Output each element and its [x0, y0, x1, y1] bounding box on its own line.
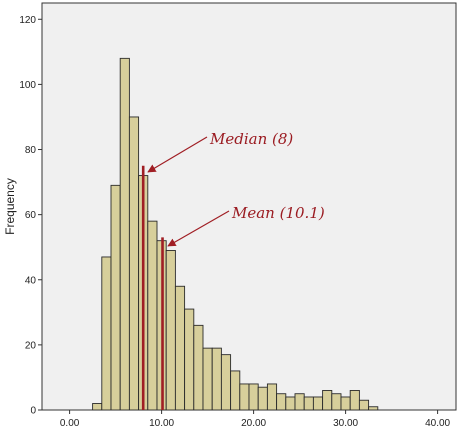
histogram-bar: [202, 347, 213, 411]
y-axis-label: Frequency: [3, 178, 17, 235]
y-tick-label: 60: [25, 210, 37, 221]
histogram-bar: [257, 386, 268, 411]
histogram-bar: [230, 370, 241, 411]
y-tick-label: 120: [19, 15, 36, 26]
histogram-bar: [331, 393, 342, 411]
histogram-bar: [101, 256, 112, 411]
histogram-bar: [248, 383, 259, 411]
y-tick-label: 40: [25, 275, 37, 286]
y-tick-label: 0: [30, 406, 36, 417]
x-tick-label: 20.00: [241, 418, 266, 429]
annotation-label: Median (8): [209, 130, 293, 148]
markers-group: Median (8) Mean (10.1): [141, 130, 325, 410]
histogram-bar: [322, 390, 333, 411]
x-tick-label: 10.00: [149, 418, 174, 429]
histogram-bar: [211, 347, 222, 411]
histogram-bar: [368, 406, 379, 411]
histogram-bar: [147, 220, 158, 411]
histogram-bar: [239, 383, 250, 411]
histogram-bar: [110, 184, 121, 411]
histogram-bar: [276, 393, 287, 411]
axes-group: 0 20 40 60 80 100 120 0.00 10.00 20.00 30.00 40.00: [19, 15, 450, 429]
y-tick-label: 100: [19, 80, 36, 91]
histogram-bar: [312, 396, 324, 411]
x-tick-label: 30.00: [333, 418, 358, 429]
annotation-arrow: [147, 136, 208, 173]
histogram-bar: [340, 396, 351, 411]
histogram-bar: [184, 308, 195, 411]
annotation-arrow: [167, 210, 230, 247]
y-tick-label: 20: [25, 340, 37, 351]
annotation-label: Mean (10.1): [231, 204, 325, 222]
x-tick-label: 40.00: [425, 418, 450, 429]
histogram-bar: [358, 399, 370, 411]
x-tick-label: 0.00: [60, 418, 80, 429]
histogram-bar: [92, 403, 103, 411]
histogram-bar: [220, 354, 232, 411]
histogram-bar: [349, 390, 360, 411]
histogram-bar: [294, 393, 305, 411]
histogram-bar: [165, 250, 176, 411]
histogram-bar: [285, 396, 296, 411]
histogram-bar: [119, 57, 130, 411]
y-tick-label: 80: [25, 145, 37, 156]
histogram-bar: [193, 324, 204, 411]
histogram-bar: [174, 285, 186, 411]
histogram-bar: [266, 383, 278, 411]
histogram-bar: [128, 116, 140, 411]
histogram-bar: [303, 396, 314, 411]
